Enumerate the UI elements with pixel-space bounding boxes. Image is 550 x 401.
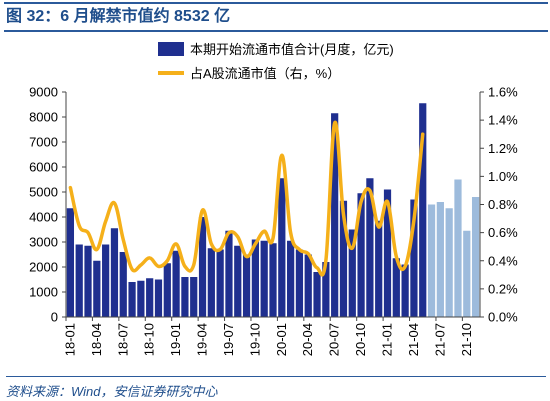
y-tick-label-right: 1.0% — [488, 169, 518, 184]
x-tick-label: 21-04 — [406, 323, 421, 356]
bar-line-chart: 本期开始流通市值合计(月度，亿元) 占A股流通市值（右，%） 0 1000 2000… — [29, 42, 518, 356]
y-tick-label-left: 5000 — [29, 185, 58, 200]
x-tick-label: 20-07 — [327, 323, 342, 356]
bar — [66, 208, 75, 317]
bar — [225, 230, 233, 317]
y-tick-label-left: 7000 — [29, 135, 58, 150]
x-tick-label: 18-10 — [142, 323, 157, 356]
bar — [445, 208, 453, 317]
x-tick-label: 19-01 — [168, 323, 183, 356]
x-tick-label: 18-01 — [62, 323, 77, 356]
bar — [198, 217, 207, 317]
x-tick-label: 21-07 — [432, 323, 447, 356]
x-tick-label: 18-07 — [115, 323, 130, 356]
bar — [137, 280, 145, 317]
y-tick-label-left: 3000 — [29, 235, 58, 250]
bar — [436, 202, 444, 317]
bar — [392, 258, 400, 317]
y-tick-label-right: 1.6% — [488, 85, 518, 100]
y-tick-label-right: 0.2% — [488, 281, 518, 296]
bar — [93, 260, 101, 317]
chart-title: 图 32：6 月解禁市值约 8532 亿 — [4, 2, 548, 32]
bar — [242, 254, 251, 317]
legend-swatch-bar — [158, 42, 184, 56]
y-tick-label-left: 4000 — [29, 210, 58, 225]
bar — [190, 277, 198, 317]
bar — [181, 277, 189, 317]
x-tick-label: 19-04 — [195, 323, 210, 356]
bar — [110, 228, 119, 317]
bar — [128, 282, 136, 317]
bar — [278, 178, 286, 317]
bar — [146, 278, 154, 317]
y-tick-label-right: 0.4% — [488, 253, 518, 268]
bar — [304, 254, 312, 317]
x-tick-label: 19-10 — [247, 323, 262, 356]
bar — [260, 240, 268, 317]
bar — [163, 263, 171, 317]
legend-label-line: 占A股流通市值（右，%） — [190, 66, 340, 81]
legend: 本期开始流通市值合计(月度，亿元) 占A股流通市值（右，%） — [158, 42, 394, 81]
y-tick-label-left: 1000 — [29, 285, 58, 300]
bar — [216, 249, 224, 317]
y-tick-label-right: 0.8% — [488, 197, 518, 212]
y-tick-label-right: 1.4% — [488, 113, 518, 128]
bar — [84, 245, 92, 317]
bar — [322, 262, 330, 317]
bar — [154, 279, 163, 317]
ratio-line — [68, 120, 425, 277]
x-tick-label: 21-10 — [459, 323, 474, 356]
y-tick-label-right: 0.6% — [488, 225, 518, 240]
bar — [172, 250, 180, 317]
y-tick-label-left: 8000 — [29, 110, 58, 125]
x-tick-label: 19-07 — [221, 323, 236, 356]
bar — [427, 204, 436, 317]
bar — [410, 199, 418, 317]
bar — [295, 249, 304, 317]
x-tick-label: 20-01 — [274, 323, 289, 356]
bar — [287, 240, 295, 317]
x-tick-label: 18-04 — [89, 323, 104, 356]
bar — [234, 245, 242, 317]
bar — [75, 244, 83, 317]
bar — [331, 113, 339, 317]
x-tick-label: 20-04 — [300, 323, 315, 356]
bar — [313, 272, 321, 317]
bar — [357, 193, 365, 317]
bar — [102, 244, 110, 317]
y-tick-label-left: 2000 — [29, 260, 58, 275]
x-tick-label: 21-01 — [380, 323, 395, 356]
y-tick-label-left: 6000 — [29, 160, 58, 175]
x-tick-label: 20-10 — [353, 323, 368, 356]
bar — [269, 243, 277, 317]
y-tick-label-left: 9000 — [29, 85, 58, 100]
bar — [366, 178, 374, 317]
bar — [454, 179, 462, 317]
bar — [471, 197, 480, 317]
bar — [251, 239, 259, 317]
y-tick-label-right: 0.0% — [488, 310, 518, 325]
bar — [119, 252, 127, 317]
y-tick-label-left: 0 — [51, 310, 58, 325]
legend-label-bar: 本期开始流通市值合计(月度，亿元) — [190, 42, 394, 57]
source-note: 资料来源：Wind，安信证券研究中心 — [6, 376, 546, 400]
bar — [383, 189, 392, 317]
bar — [348, 229, 356, 317]
bar — [419, 103, 427, 317]
bar — [207, 248, 215, 317]
bar — [375, 220, 383, 317]
y-tick-label-right: 1.2% — [488, 141, 518, 156]
bar — [463, 230, 471, 317]
bar — [339, 200, 348, 317]
bar — [401, 264, 409, 317]
